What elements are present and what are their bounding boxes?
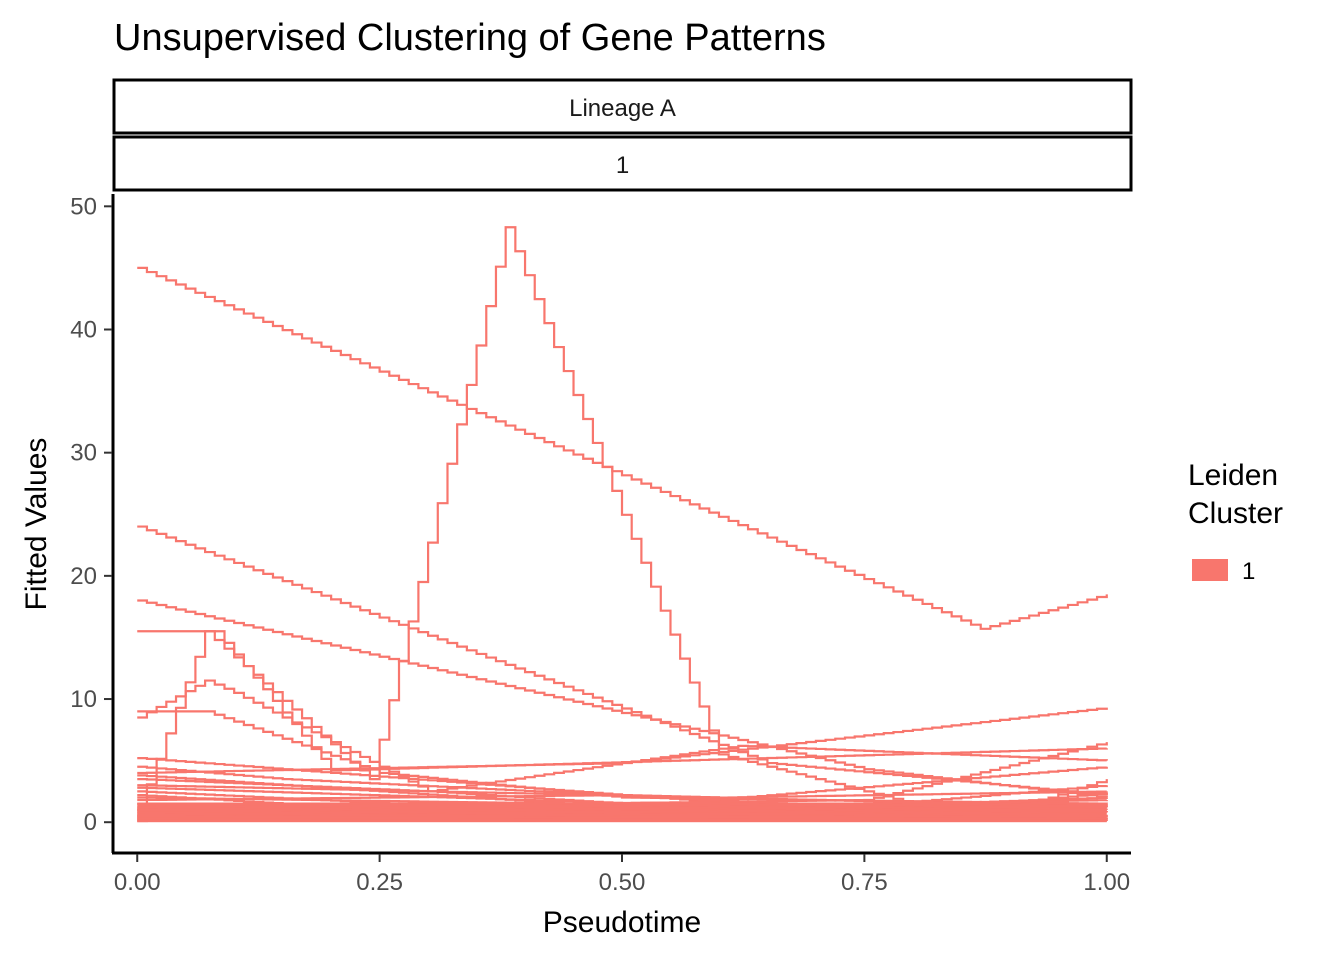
series-line — [137, 226, 1108, 811]
facet-strip-cluster — [112, 135, 1133, 192]
series-line — [137, 630, 1108, 772]
x-axis-title: Pseudotime — [543, 906, 701, 939]
x-tick-label: 0.50 — [599, 869, 646, 896]
x-tick-label: 1.00 — [1083, 869, 1130, 896]
x-axis-ticks: 0.00 0.25 0.50 0.75 1.00 — [114, 854, 1130, 896]
chart-title: Unsupervised Clustering of Gene Patterns — [114, 17, 826, 59]
legend-label-1: 1 — [1242, 558, 1255, 585]
y-tick-label: 50 — [70, 193, 97, 220]
series-layer — [137, 226, 1108, 823]
y-tick-label: 30 — [70, 440, 97, 467]
y-tick-label: 40 — [70, 316, 97, 343]
series-line — [137, 786, 1108, 814]
series-line — [137, 599, 1108, 798]
legend: Leiden Cluster 1 — [1188, 459, 1283, 585]
facet-strips: Lineage A 1 — [112, 78, 1133, 192]
series-line — [137, 266, 1108, 630]
y-axis-ticks: 0 10 20 30 40 50 — [70, 193, 112, 836]
y-tick-label: 10 — [70, 686, 97, 713]
series-line — [137, 806, 1108, 817]
series-line — [137, 814, 1108, 820]
y-tick-label: 0 — [84, 809, 97, 836]
facet-strip-lineage — [112, 78, 1133, 135]
facet-strip-cluster-label: 1 — [616, 152, 629, 179]
series-line — [137, 817, 1108, 823]
x-tick-label: 0.75 — [841, 869, 888, 896]
y-axis-title: Fitted Values — [20, 438, 53, 611]
facet-strip-lineage-label: Lineage A — [569, 95, 676, 122]
legend-title-line-2: Cluster — [1188, 497, 1283, 530]
x-tick-label: 0.00 — [114, 869, 161, 896]
x-tick-label: 0.25 — [356, 869, 403, 896]
legend-title-line-1: Leiden — [1188, 459, 1278, 492]
plot-panel: 0.00 0.25 0.50 0.75 1.00 0 10 20 30 40 50 — [70, 193, 1131, 896]
y-tick-label: 20 — [70, 563, 97, 590]
legend-key-1 — [1192, 559, 1228, 581]
